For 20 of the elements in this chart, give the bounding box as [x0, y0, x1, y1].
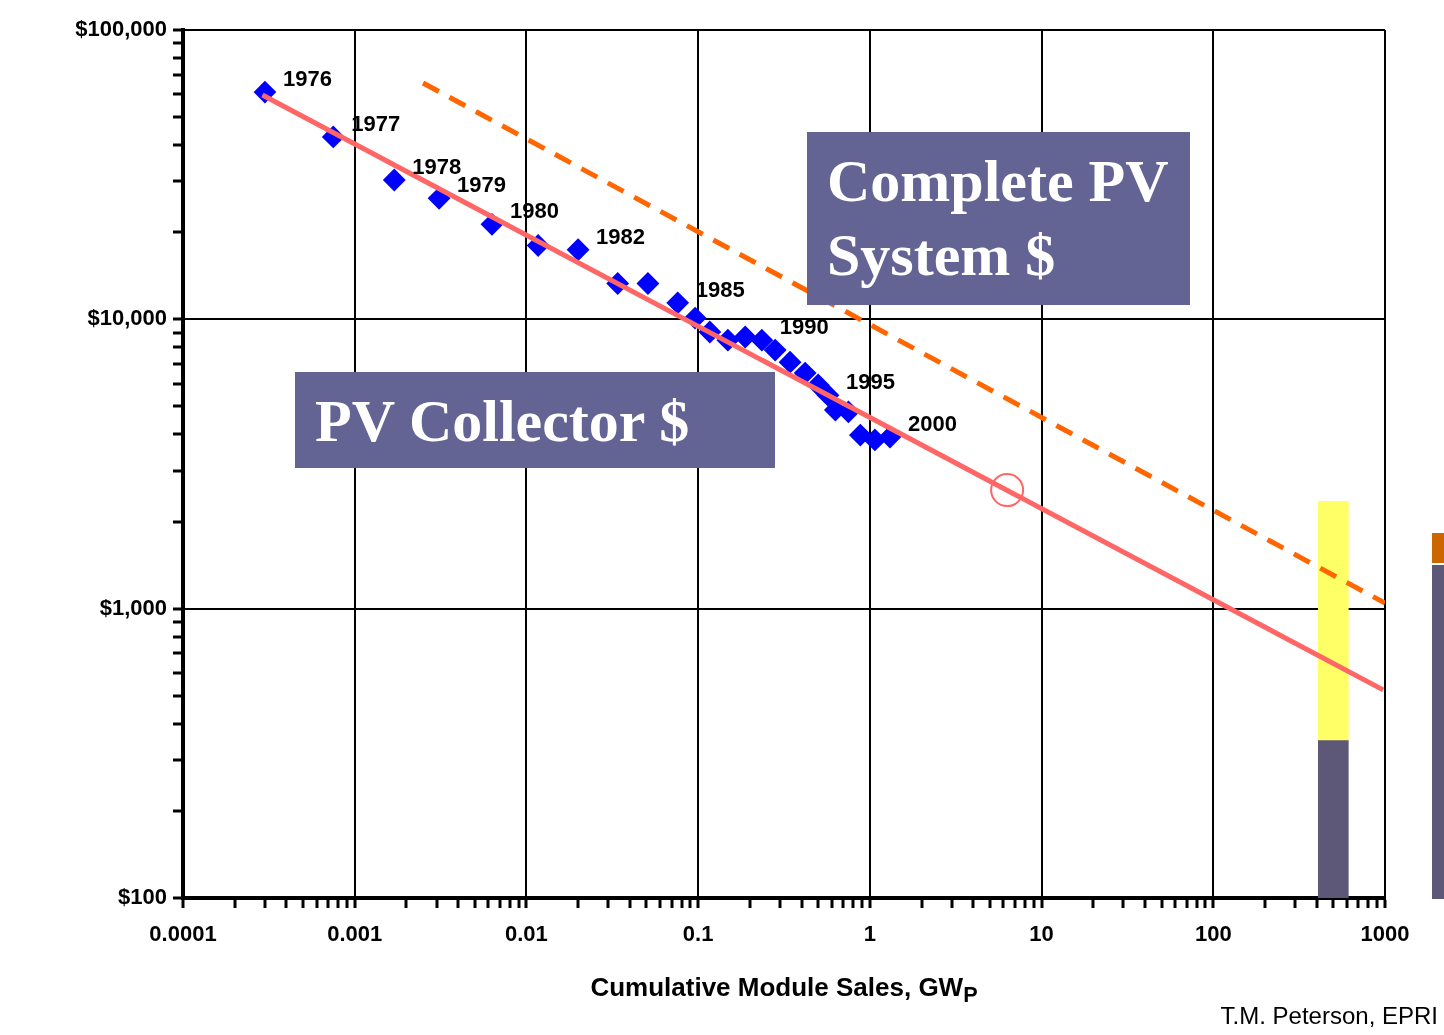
- y-tick-label: $10,000: [87, 305, 167, 331]
- text: T.M. Peterson, EPRI: [1220, 1002, 1438, 1030]
- y-tick-label: $1,000: [99, 594, 167, 620]
- x-tick-label: 100: [1194, 921, 1232, 947]
- x-tick-label: 0.001: [327, 921, 383, 947]
- x-axis-title: Cumulative Module Sales, GW$_{P}$: [590, 972, 978, 1008]
- x-tick-label: 10: [1029, 921, 1054, 947]
- x-tick-label: 1: [863, 921, 876, 947]
- annotation: 1976: [282, 66, 332, 92]
- x-tick-label: 0.0001: [149, 921, 217, 947]
- annotation: 1982: [596, 223, 646, 249]
- x-tick-label: 1000: [1360, 921, 1410, 947]
- series-label: PV Collector $: [295, 372, 775, 468]
- y-tick-label: $100,000: [75, 16, 167, 42]
- x-tick-label: 0.01: [505, 921, 548, 947]
- annotation: 1985: [695, 276, 745, 302]
- x-tick-label: 0.1: [682, 921, 714, 947]
- series-label: Complete PV System $: [807, 132, 1190, 305]
- y-tick-label: $100: [118, 884, 167, 910]
- annotation: 2000: [907, 411, 957, 437]
